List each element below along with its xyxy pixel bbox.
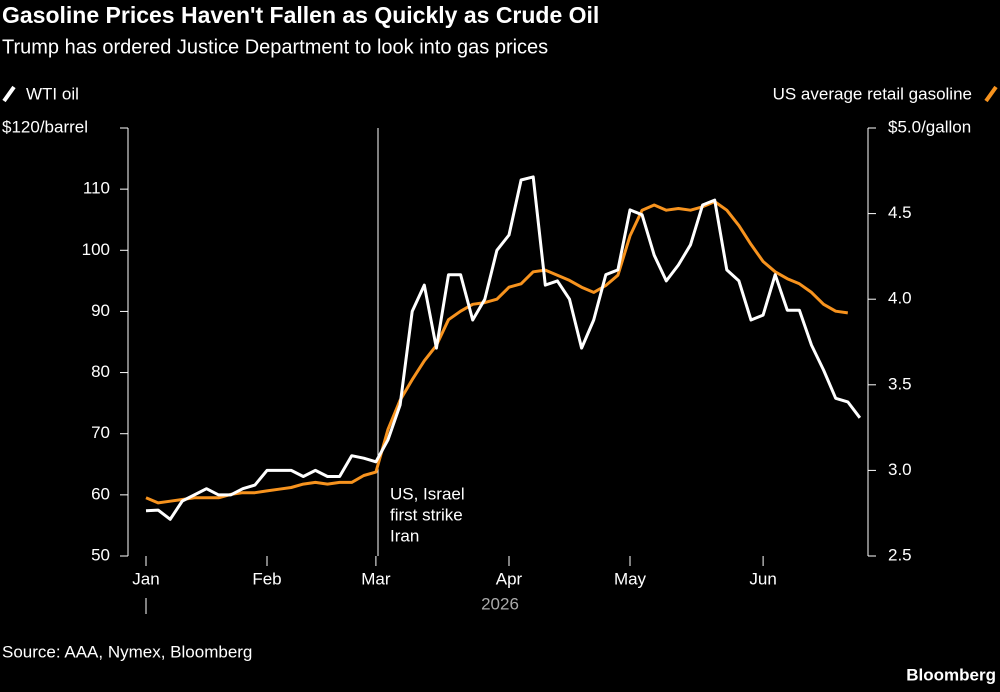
annotation: US, Israel <box>390 484 465 503</box>
y2-tick-label: 3.5 <box>888 374 912 393</box>
y2-tick-label: 4.5 <box>888 203 912 222</box>
x-tick-label: Mar <box>361 569 391 588</box>
legend-swatch <box>2 85 16 103</box>
chart-subtitle: Trump has ordered Justice Department to … <box>2 36 548 58</box>
x-tick-label: May <box>614 569 647 588</box>
y2-tick-label: 2.5 <box>888 545 912 564</box>
y2-tick-label: 3.0 <box>888 460 912 479</box>
y2-tick-label: $5.0/gallon <box>888 117 971 136</box>
source: Source: AAA, Nymex, Bloomberg <box>2 642 252 661</box>
x-tick-label: Apr <box>496 569 523 588</box>
legend-swatch <box>984 85 998 103</box>
x-tick-label: Jun <box>749 569 776 588</box>
y-tick-label: 90 <box>91 301 110 320</box>
chart-title: Gasoline Prices Haven't Fallen as Quickl… <box>2 2 599 28</box>
y2-tick-label: 4.0 <box>888 289 912 308</box>
y-tick-label: $120/barrel <box>2 117 88 136</box>
y-tick-label: 100 <box>82 240 110 259</box>
annotation: first strike <box>390 505 463 524</box>
annotation: Iran <box>390 526 419 545</box>
series-line <box>145 175 862 521</box>
y-tick-label: 50 <box>91 545 110 564</box>
y-tick-label: 60 <box>91 484 110 503</box>
x-axis-label: 2026 <box>481 594 519 613</box>
legend-label: US average retail gasoline <box>773 84 972 103</box>
brand: Bloomberg <box>906 665 996 684</box>
x-tick-label: Feb <box>252 569 281 588</box>
legend-label: WTI oil <box>26 84 79 103</box>
y-tick-label: 80 <box>91 362 110 381</box>
y-tick-label: 110 <box>83 179 110 198</box>
series-line <box>145 200 849 505</box>
x-tick-label: Jan <box>132 569 159 588</box>
y-tick-label: 70 <box>91 423 110 442</box>
